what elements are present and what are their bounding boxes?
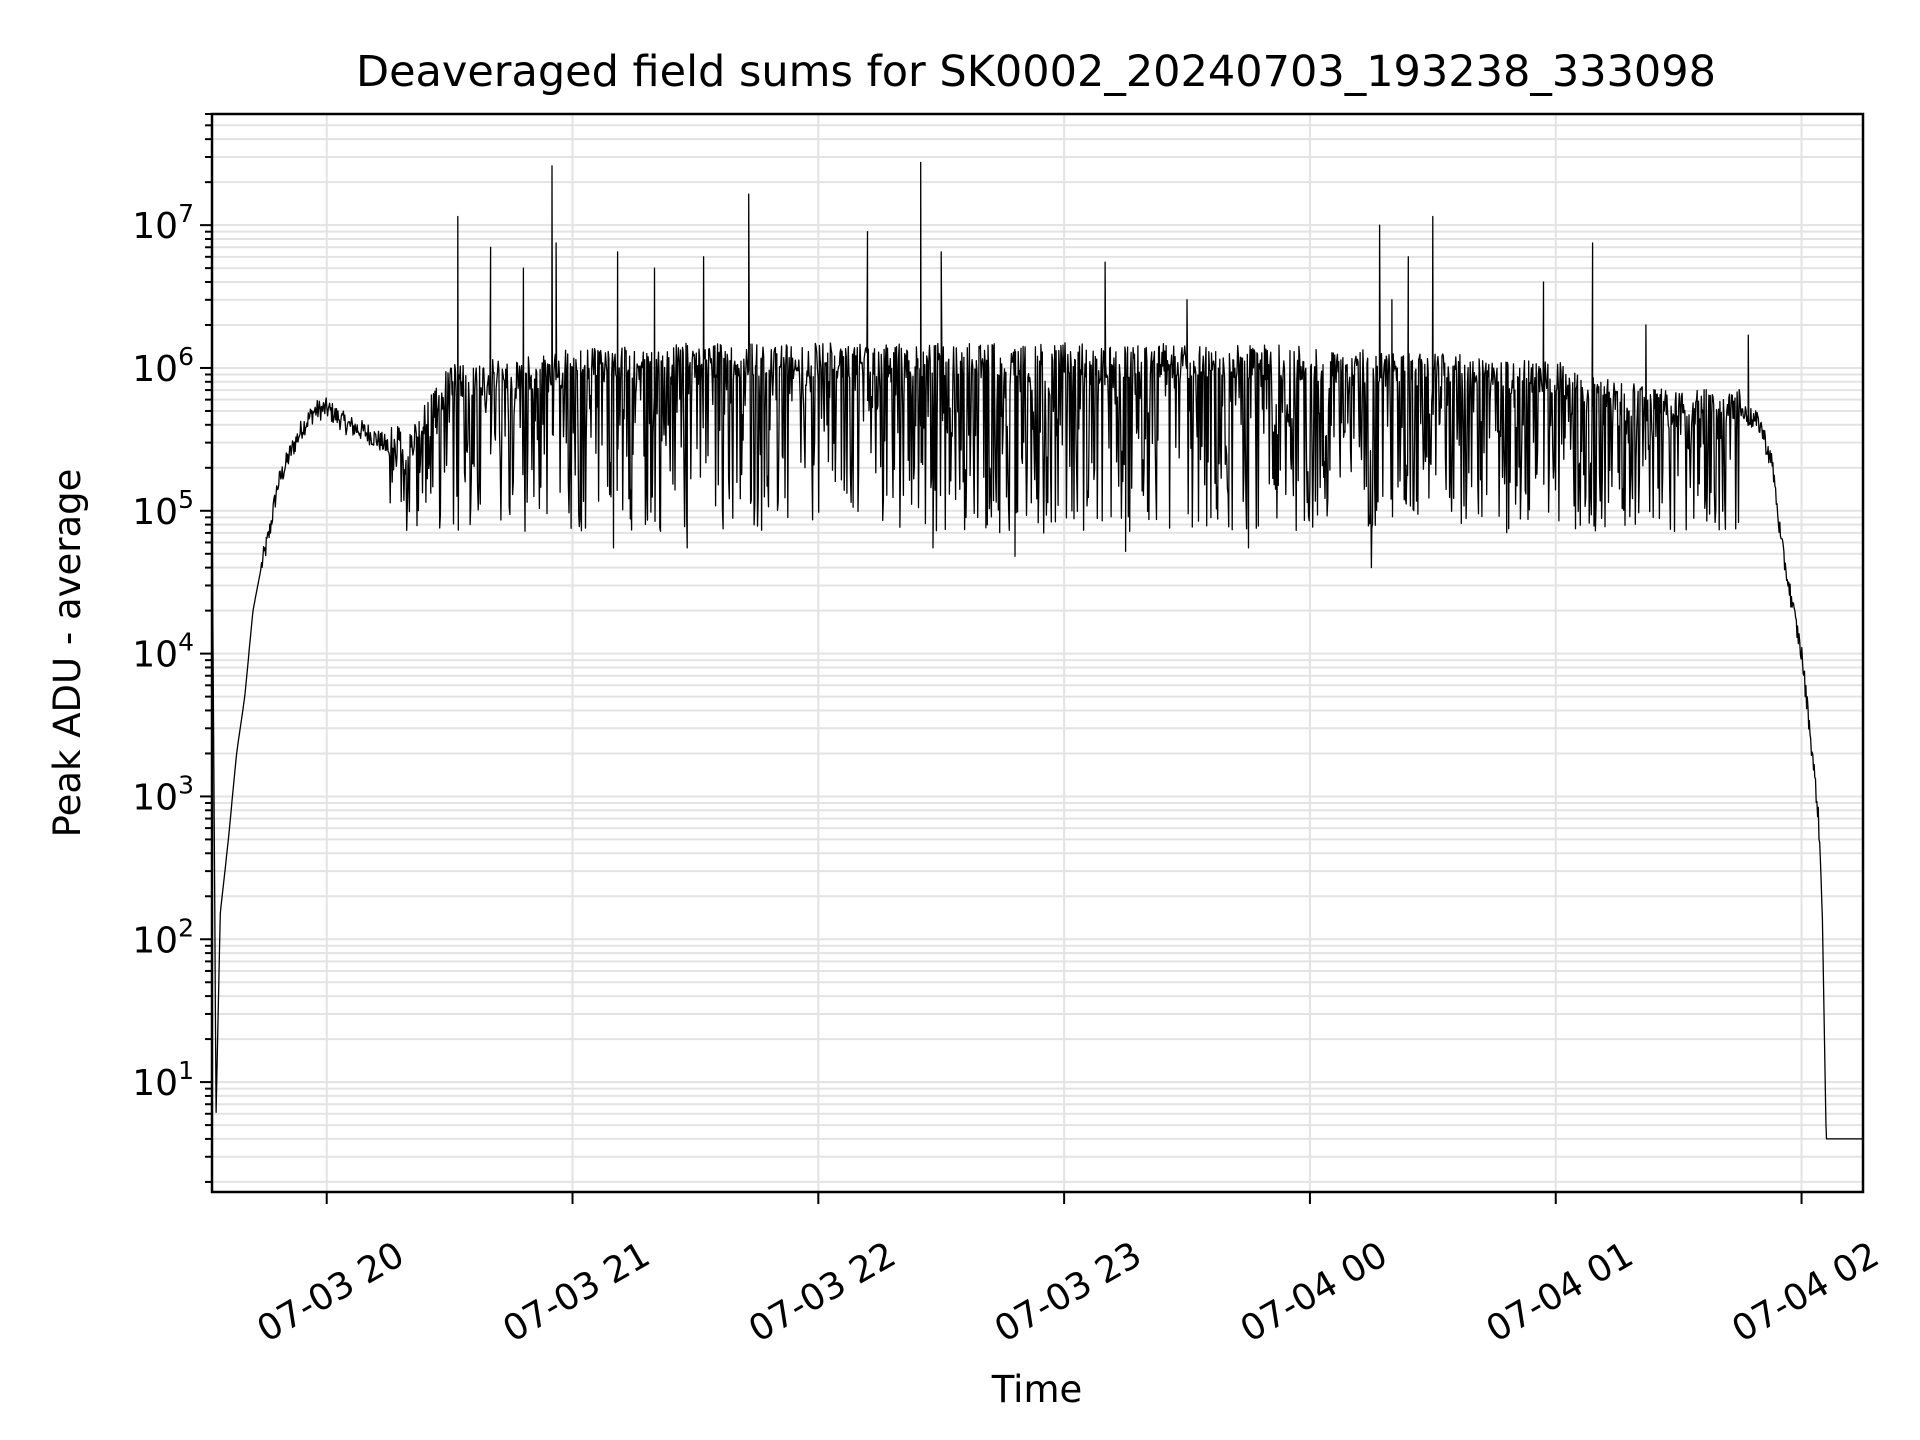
x-tick-label: 07-03 22 xyxy=(742,1234,903,1350)
y-tick-label: 101 xyxy=(132,1056,194,1104)
chart-title: Deaveraged field sums for SK0002_2024070… xyxy=(356,47,1716,97)
y-tick-label: 107 xyxy=(132,199,194,247)
x-axis: 07-03 20 07-03 21 07-03 22 07-03 23 07-04 00… xyxy=(251,1192,1886,1351)
x-tick-label: 07-03 20 xyxy=(251,1234,412,1350)
y-tick-label: 106 xyxy=(132,342,194,390)
y-tick-label: 102 xyxy=(132,913,194,961)
y-tick-label: 103 xyxy=(132,770,194,818)
x-tick-label: 07-04 02 xyxy=(1725,1234,1886,1350)
y-axis: 101 102 103 104 105 106 107 xyxy=(132,113,212,1183)
x-tick-label: 07-03 23 xyxy=(988,1234,1149,1350)
series-line xyxy=(211,161,1863,1140)
x-tick-label: 07-04 01 xyxy=(1480,1234,1641,1350)
y-axis-label: Peak ADU - average xyxy=(46,469,89,838)
y-tick-label: 105 xyxy=(132,485,194,533)
x-tick-label: 07-04 00 xyxy=(1234,1234,1395,1350)
grid-lines xyxy=(212,113,1863,1192)
series-group xyxy=(211,161,1863,1140)
x-tick-label: 07-03 21 xyxy=(496,1234,657,1350)
y-tick-label: 104 xyxy=(132,628,194,676)
x-axis-label: Time xyxy=(991,1368,1083,1411)
